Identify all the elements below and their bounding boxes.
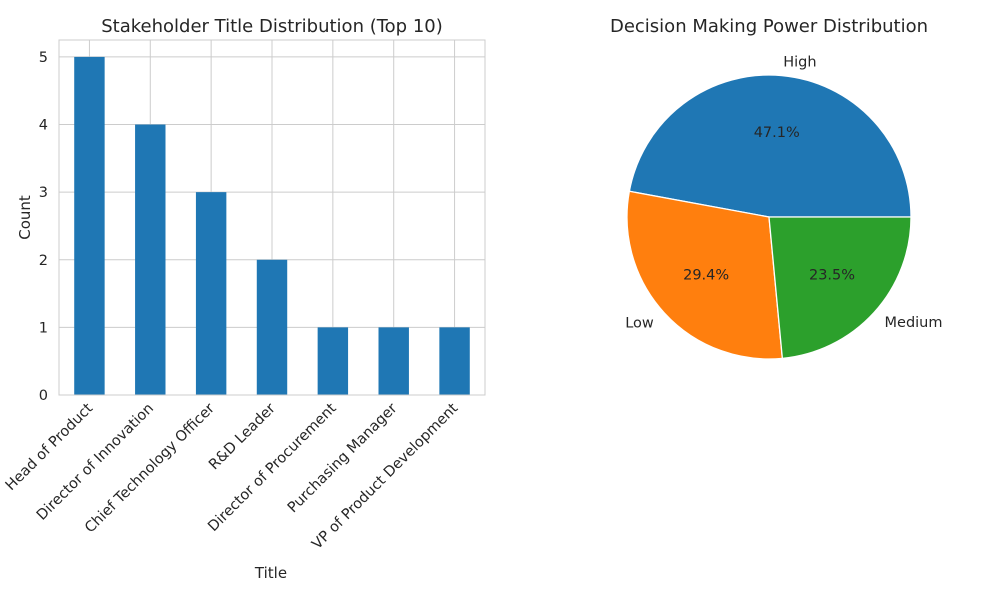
y-tick-label-0: 0 <box>39 388 48 404</box>
y-tick-label-4: 4 <box>39 118 48 134</box>
pie-percent-medium: 23.5% <box>809 267 855 283</box>
y-tick-label-2: 2 <box>39 253 48 269</box>
y-tick-label-1: 1 <box>39 320 48 336</box>
bar-director-of-procurement <box>317 327 349 395</box>
bar-director-of-innovation <box>135 124 166 396</box>
pie-chart-labels: High Low Medium <box>625 54 942 331</box>
pie-chart-percent-labels: 47.1% 29.4% 23.5% <box>683 125 855 283</box>
x-tick-label-director-of-innovation: Director of Innovation <box>34 401 157 524</box>
pie-chart-wedges <box>626 74 912 360</box>
bar-chart-y-axis-label: Count <box>16 195 34 240</box>
pie-chart-title: Decision Making Power Distribution <box>610 16 928 37</box>
bar-chart-title: Stakeholder Title Distribution (Top 10) <box>101 16 443 37</box>
x-tick-label-director-of-procurement: Director of Procurement <box>205 400 340 535</box>
x-tick-label-purchasing-manager: Purchasing Manager <box>285 400 401 516</box>
bar-r-d-leader <box>256 259 288 395</box>
pie-wedge-high <box>628 74 912 218</box>
bar-chart-bars <box>74 56 470 396</box>
x-tick-label-chief-technology-officer: Chief Technology Officer <box>82 400 218 536</box>
bar-chief-technology-officer <box>195 192 227 395</box>
bar-chart-x-axis-label: Title <box>254 564 287 582</box>
pie-percent-low: 29.4% <box>683 268 729 284</box>
y-tick-label-5: 5 <box>39 50 48 66</box>
bar-chart: Stakeholder Title Distribution (Top 10) … <box>3 16 486 582</box>
pie-label-low: Low <box>625 315 654 331</box>
pie-percent-high: 47.1% <box>754 125 800 141</box>
y-tick-label-3: 3 <box>39 185 48 201</box>
pie-wedge-low <box>626 190 784 360</box>
pie-label-high: High <box>783 54 816 70</box>
bar-chart-y-tick-labels: 0 1 2 3 4 5 <box>39 50 48 404</box>
bar-head-of-product <box>74 56 105 396</box>
bar-chart-frame <box>58 39 486 396</box>
bar-purchasing-manager <box>378 327 409 395</box>
pie-label-medium: Medium <box>885 315 943 331</box>
bar-vp-of-product-development <box>439 327 470 395</box>
pie-wedge-medium <box>768 216 912 360</box>
pie-chart: Decision Making Power Distribution High L… <box>610 16 943 360</box>
